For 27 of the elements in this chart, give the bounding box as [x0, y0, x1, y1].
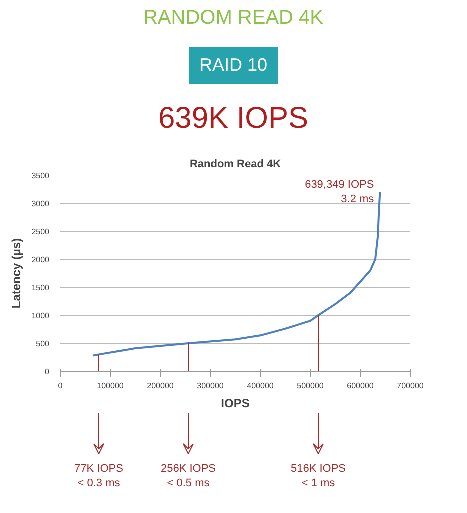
x-axis-title: IOPS [221, 396, 250, 411]
x-tick-label: 0 [58, 382, 64, 391]
text: RANDOM READ 4K [143, 7, 324, 29]
text: RAID 10 [189, 46, 278, 84]
ref-line-label: 77K IOPS < 0.3 ms [74, 463, 124, 490]
y-axis-title: Latency (µs) [10, 238, 24, 309]
y-tick-label: 500 [36, 340, 50, 349]
y-tick-label: 0 [45, 368, 50, 377]
ref-line-label: 516K IOPS < 1 ms [290, 463, 346, 490]
line-series [92, 191, 382, 357]
y-tick-label: 2500 [32, 228, 50, 237]
y-tick-label: 3500 [32, 172, 50, 181]
x-tick-label: 600000 [347, 382, 374, 391]
x-tick-label: 700000 [397, 382, 424, 391]
ref-line-label: 256K IOPS < 0.5 ms [160, 463, 216, 490]
y-tick-label: 3000 [32, 200, 50, 209]
annotation: 639,349 IOPS 3.2 ms [305, 179, 375, 206]
x-tick-label: 400000 [247, 382, 274, 391]
chart-title: Random Read 4K [190, 158, 282, 171]
y-tick-label: 1000 [32, 312, 50, 321]
x-tick-label: 300000 [197, 382, 224, 391]
x-tick-label: 500000 [297, 382, 324, 391]
text: 639K IOPS [158, 102, 309, 136]
x-tick-label: 100000 [97, 382, 124, 391]
x-tick-label: 200000 [147, 382, 174, 391]
y-tick-label: 1500 [32, 284, 50, 293]
y-tick-label: 2000 [32, 256, 50, 265]
